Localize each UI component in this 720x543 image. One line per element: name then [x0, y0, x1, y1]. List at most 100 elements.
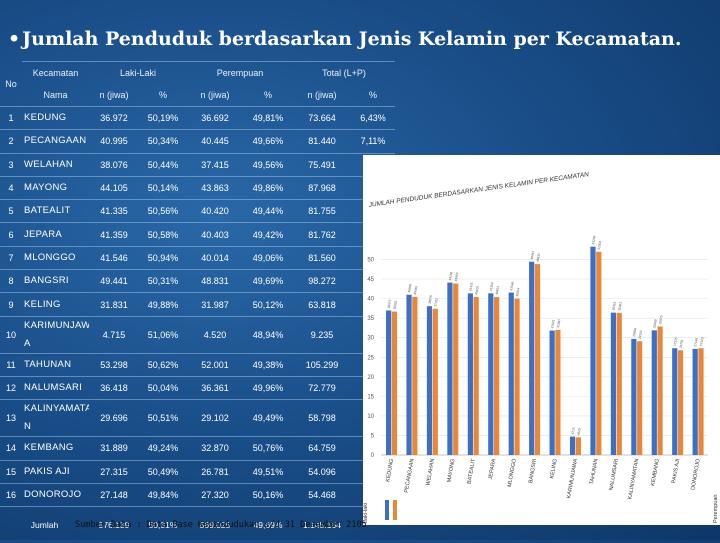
bar-perempuan	[616, 312, 622, 455]
table-row: 13 KALINYAMATA N 29.696 50,51% 29.102 49,49% 5…	[0, 399, 395, 437]
bar-laki	[426, 306, 433, 455]
data-label: 52001	[597, 240, 603, 250]
y-tick-label: 20	[367, 375, 374, 381]
bar-laki	[610, 312, 617, 455]
total-pct: 7,11%	[351, 129, 395, 154]
perempuan-n: 37.415	[187, 152, 243, 177]
header-no: No	[5, 78, 17, 89]
kecamatan-name: BANGSRI	[22, 269, 89, 293]
kecamatan-name: MAYONG	[22, 175, 89, 200]
table-row: 4 MAYONG 44.105 50,14% 43.863 49,86% 87.968	[0, 175, 395, 200]
row-number: 4	[0, 175, 22, 200]
kecamatan-name: DONOROJO	[22, 482, 89, 507]
row-number: 11	[0, 352, 22, 377]
x-tick-label: BATEALIT	[467, 458, 477, 485]
y-tick-label: 25	[367, 355, 374, 361]
page-title: • Jumlah Penduduk berdasarkan Jenis Kelam…	[8, 28, 720, 50]
laki-n: 38.076	[89, 152, 139, 177]
bar-perempuan	[473, 296, 479, 455]
chart-title: JUMLAH PENDUDUK BERDASARKAN JENIS KELAMI…	[367, 171, 589, 209]
perempuan-pct: 49,86%	[243, 175, 293, 200]
total-n: 54.468	[293, 482, 351, 507]
data-label: 41359	[489, 282, 495, 292]
laki-pct: 50,31%	[139, 269, 187, 293]
data-label: 49441	[530, 250, 536, 260]
x-tick-label: TAHUNAN	[589, 458, 599, 485]
row-number: 7	[0, 245, 22, 270]
kecamatan-name: PAKIS AJI	[22, 459, 89, 484]
legend-swatch-perempuan	[393, 500, 397, 520]
bar-laki	[406, 294, 412, 455]
bar-perempuan	[677, 350, 684, 455]
data-label: 29102	[638, 330, 644, 340]
bar-laki	[569, 436, 576, 455]
row-number: 16	[0, 482, 22, 507]
x-tick-label: BANGSRI	[528, 458, 538, 484]
laki-n: 44.105	[89, 175, 139, 200]
header-total-n: n (jiwa)	[307, 90, 337, 100]
data-label: 38076	[428, 295, 434, 305]
header-nama: Nama	[43, 90, 68, 100]
table-row: 7 MLONGGO 41.546 50,94% 40.014 49,06% 81.560	[0, 245, 395, 270]
legend-label-perempuan: Perempuan	[713, 495, 719, 523]
data-label: 36692	[392, 300, 398, 310]
row-number: 9	[0, 292, 22, 317]
data-label: 44105	[448, 271, 454, 281]
laki-n: 41.546	[89, 245, 139, 270]
bar-laki	[386, 310, 392, 455]
perempuan-pct: 49,66%	[243, 129, 293, 154]
laki-pct: 50,14%	[139, 175, 187, 200]
perempuan-n: 32.870	[187, 436, 243, 461]
row-number: 6	[0, 222, 22, 247]
laki-pct: 50,34%	[139, 129, 187, 154]
data-label: 29696	[632, 327, 638, 337]
y-tick-label: 10	[367, 414, 374, 420]
bar-perempuan	[412, 296, 418, 455]
data-label: 41335	[468, 282, 474, 292]
table-row: 14 KEMBANG 31.889 49,24% 32.870 50,76% 64.759	[0, 436, 395, 461]
perempuan-pct: 50,16%	[243, 482, 293, 507]
total-n: 81.440	[293, 129, 351, 154]
bar-laki	[467, 293, 473, 455]
row-number: 3	[0, 152, 22, 177]
row-number: 5	[0, 199, 22, 223]
x-tick-label: PECANGAAN	[404, 458, 416, 493]
y-tick-label: 35	[367, 316, 374, 322]
title-text: Jumlah Penduduk berdasarkan Jenis Kelami…	[22, 28, 682, 50]
x-tick-label: WELAHAN	[425, 458, 436, 486]
data-label: 27315	[673, 337, 679, 347]
table-row: 10 KARIMUNJAW A 4.715 51,06% 4.520 48,94% 9.23…	[0, 315, 395, 354]
kecamatan-name: KEDUNG	[22, 105, 89, 130]
table-row: 9 KELING 31.831 49,88% 31.987 50,12% 63.818	[0, 292, 395, 317]
y-tick-label: 40	[367, 297, 374, 303]
bar-perempuan	[453, 283, 459, 455]
table-row: 1 KEDUNG 36.972 50,19% 36.692 49,81% 73.664 6,4…	[0, 105, 395, 130]
header-perempuan-pct: %	[263, 90, 272, 100]
bar-laki	[529, 261, 535, 455]
data-label: 53298	[591, 235, 597, 245]
laki-n: 41.335	[89, 199, 139, 223]
kecamatan-name: PECANGAAN	[22, 129, 89, 154]
total-n: 98.272	[293, 269, 351, 293]
laki-pct: 49,84%	[139, 482, 187, 507]
data-label: 27148	[693, 337, 699, 347]
laki-pct: 49,88%	[139, 292, 187, 317]
data-label: 40445	[413, 285, 419, 295]
perempuan-n: 40.014	[187, 245, 243, 270]
footer-perempuan-pct: 49,69%	[243, 506, 293, 543]
data-label: 32870	[658, 315, 664, 325]
perempuan-pct: 50,76%	[243, 436, 293, 461]
row-number: 15	[0, 459, 22, 484]
perempuan-pct: 49,42%	[243, 222, 293, 247]
table-row: 2 PECANGAAN 40.995 50,34% 40.445 49,66% 81.440…	[0, 129, 395, 154]
bar-perempuan	[494, 297, 500, 455]
laki-pct: 50,58%	[139, 222, 187, 247]
perempuan-pct: 49,69%	[243, 269, 293, 293]
laki-pct: 50,51%	[139, 399, 187, 437]
header-row-1: No Kecamatan Laki-Laki Perempuan Total (…	[0, 61, 395, 89]
bar-perempuan	[534, 264, 541, 455]
x-tick-label: KARIMUNJAWA	[566, 458, 579, 499]
x-tick-label: NALUMSARI	[609, 458, 621, 491]
table-row: 8 BANGSRI 49.441 50,31% 48.831 49,69% 98.272	[0, 269, 395, 293]
header-laki: Laki-Laki	[89, 61, 187, 84]
